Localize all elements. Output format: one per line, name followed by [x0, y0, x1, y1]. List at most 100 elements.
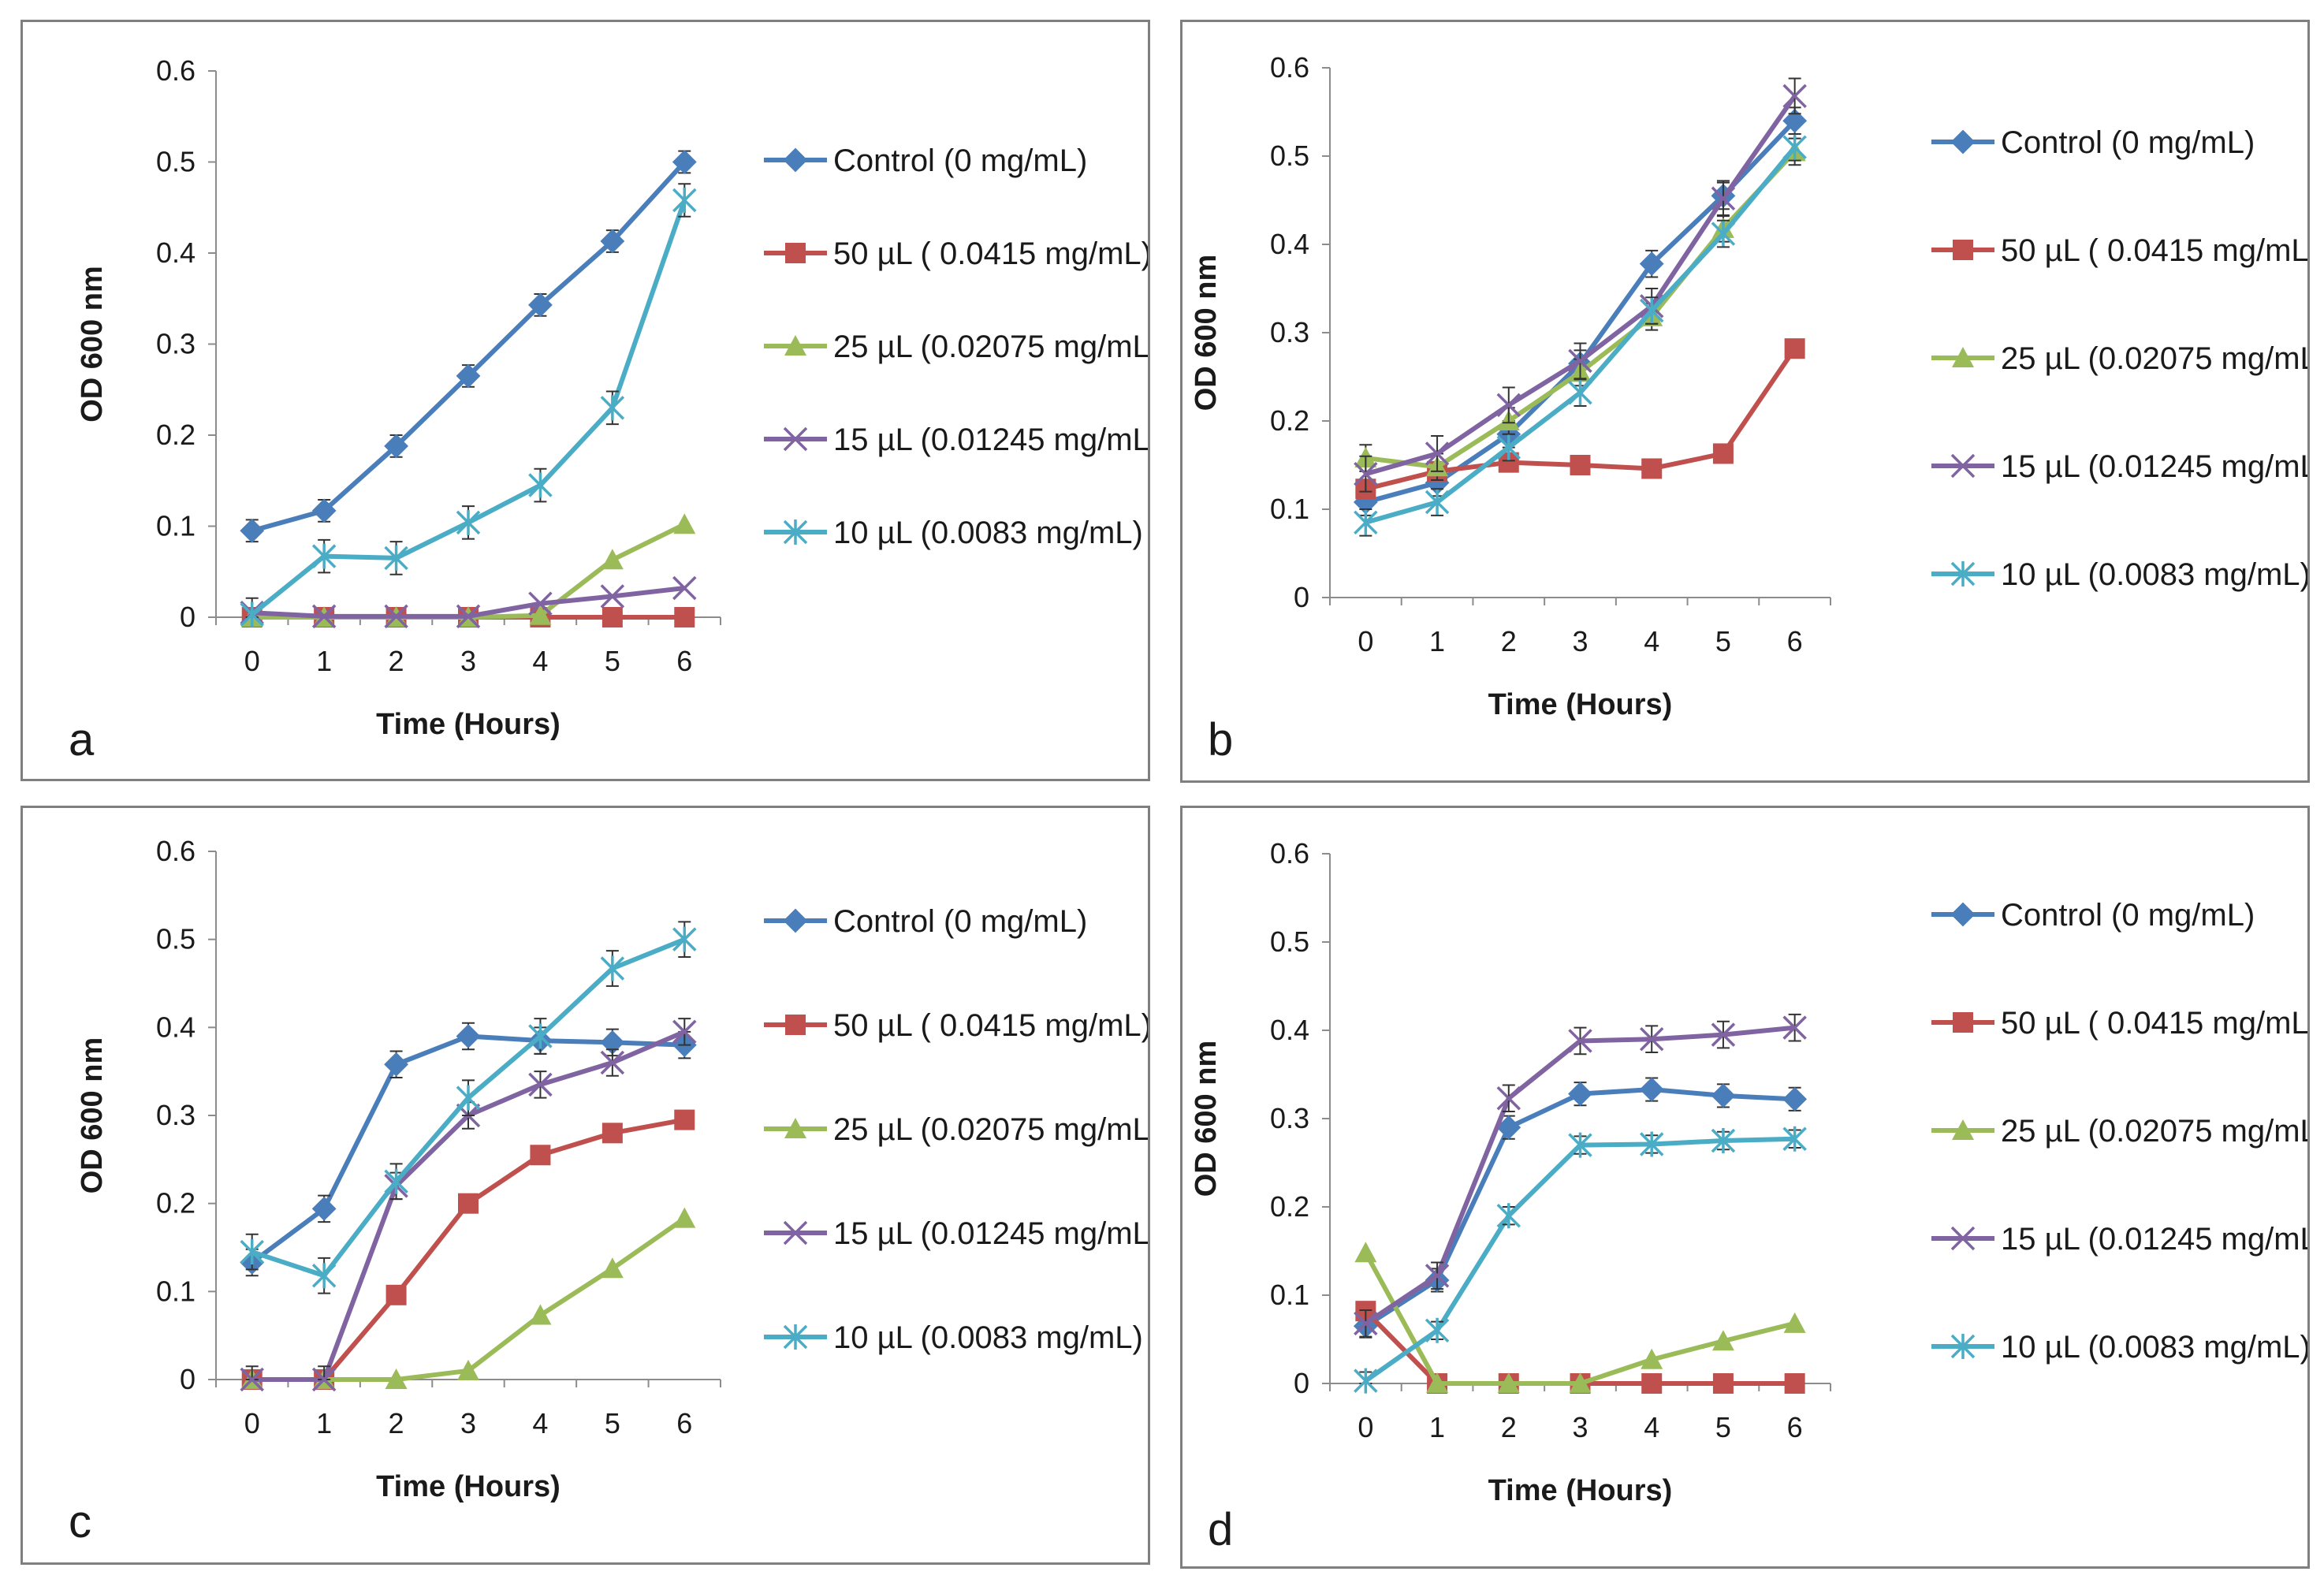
legend-marker: [785, 243, 806, 263]
panel-label: a: [69, 714, 95, 765]
data-point: [600, 955, 625, 981]
data-point: [528, 472, 553, 498]
data-point: [1782, 1015, 1807, 1040]
y-axis-label: OD 600 nm: [76, 1037, 109, 1194]
data-point: [311, 543, 337, 569]
data-point: [457, 1359, 479, 1380]
data-point: [674, 1109, 695, 1130]
data-point: [601, 1123, 623, 1144]
legend-label: Control (0 mg/mL): [833, 143, 1087, 178]
data-point: [456, 604, 481, 629]
legend-marker: [783, 1220, 808, 1246]
x-tick-label: 2: [389, 1407, 404, 1439]
x-tick-label: 2: [389, 645, 404, 677]
data-point: [601, 607, 623, 627]
data-point: [384, 604, 408, 629]
y-tick-label: 0.3: [156, 328, 196, 360]
x-tick-label: 3: [1572, 1411, 1588, 1443]
data-point: [1711, 1022, 1736, 1047]
data-point: [240, 1367, 264, 1392]
x-axis-label: Time (Hours): [1488, 1474, 1673, 1507]
data-point: [1641, 1348, 1663, 1369]
y-tick-label: 0: [180, 1363, 196, 1395]
data-point: [1568, 1132, 1592, 1158]
chart-panel-b: 0 0.1 0.2 0.3 0.4 0.5 0.6 0 1 2 3 4 5 6 Time (Hours) OD…: [1180, 20, 2310, 783]
legend-label: 10 µL (0.0083 mg/mL): [2001, 557, 2307, 592]
legend-marker: [783, 426, 808, 452]
data-point: [456, 1085, 481, 1111]
series-line: [1364, 1087, 1795, 1328]
data-point: [1496, 1086, 1521, 1111]
legend-label: 15 µL (0.01245 mg/mL): [833, 423, 1148, 457]
series-control: [240, 150, 697, 543]
chart-svg-c: 0 0.1 0.2 0.3 0.4 0.5 0.6 0 1 2 3 4 5 6 Time (Hours) OD…: [69, 835, 1148, 1547]
x-tick-label: 0: [1358, 625, 1373, 657]
data-point: [673, 1207, 696, 1228]
series-line: [251, 1117, 685, 1382]
legend-marker: [785, 1015, 806, 1035]
series-10: [240, 921, 697, 1294]
series-15: [1354, 77, 1807, 493]
x-axis-label: Time (Hours): [376, 708, 561, 741]
legend-marker: [783, 1324, 808, 1350]
series-line: [251, 1216, 686, 1382]
data-point: [1639, 1026, 1664, 1052]
y-tick-label: 0.2: [156, 419, 196, 451]
data-point: [1570, 455, 1591, 475]
data-point: [528, 1072, 553, 1097]
data-point: [1783, 1312, 1806, 1333]
data-point: [458, 1193, 479, 1214]
data-point: [1782, 84, 1807, 109]
data-point: [1639, 251, 1664, 277]
data-point: [1639, 1131, 1664, 1157]
data-point: [1496, 1115, 1521, 1140]
data-point: [1712, 443, 1734, 464]
legend-marker: [1950, 1334, 1976, 1359]
data-point: [1354, 1368, 1378, 1394]
y-tick-label: 0.5: [1270, 925, 1309, 958]
data-point: [384, 1168, 408, 1194]
data-point: [311, 498, 337, 523]
legend-item: 15 µL (0.01245 mg/mL): [764, 1216, 1148, 1251]
x-tick-label: 4: [532, 645, 548, 677]
y-axis-label: OD 600 nm: [1190, 1041, 1223, 1197]
data-point: [1354, 461, 1378, 486]
data-point: [1568, 1082, 1592, 1107]
y-tick-label: 0.4: [156, 1011, 196, 1043]
legend-item: 10 µL (0.0083 mg/mL): [764, 1320, 1143, 1355]
legend-marker: [784, 335, 806, 356]
series-15: [1354, 1013, 1807, 1338]
x-tick-label: 1: [1429, 1411, 1445, 1443]
data-point: [385, 1368, 408, 1389]
data-point: [311, 1263, 337, 1289]
legend-label: Control (0 mg/mL): [2001, 898, 2255, 933]
panel-label: c: [69, 1496, 91, 1547]
legend-label: 25 µL (0.02075 mg/mL): [2001, 341, 2307, 376]
legend-marker: [1953, 240, 1973, 260]
legend-marker: [1952, 1119, 1974, 1140]
legend-item: Control (0 mg/mL): [764, 143, 1087, 178]
data-point: [672, 575, 697, 601]
x-tick-label: 4: [1644, 1411, 1659, 1443]
data-point: [384, 1052, 408, 1077]
data-point: [529, 1304, 552, 1325]
x-tick-label: 6: [676, 1407, 692, 1439]
data-point: [311, 604, 337, 629]
y-tick-label: 0.6: [1270, 837, 1309, 869]
data-point: [600, 1050, 625, 1075]
data-point: [528, 591, 553, 616]
data-point: [1782, 1126, 1807, 1152]
legend-item: 10 µL (0.0083 mg/mL): [1931, 557, 2307, 592]
legend-item: 50 µL ( 0.0415 mg/mL): [1931, 1006, 2307, 1041]
legend-item: 50 µL ( 0.0415 mg/mL): [764, 1008, 1148, 1043]
legend-item: Control (0 mg/mL): [764, 904, 1087, 939]
series-10: [1354, 1126, 1807, 1394]
x-tick-label: 5: [1715, 625, 1731, 657]
legend-marker: [1950, 129, 1976, 155]
data-point: [1784, 1373, 1805, 1394]
legend-marker: [1950, 902, 1976, 927]
y-tick-label: 0.6: [1270, 51, 1309, 84]
x-tick-label: 1: [316, 645, 332, 677]
series-control: [240, 1022, 697, 1277]
data-point: [528, 1023, 553, 1049]
